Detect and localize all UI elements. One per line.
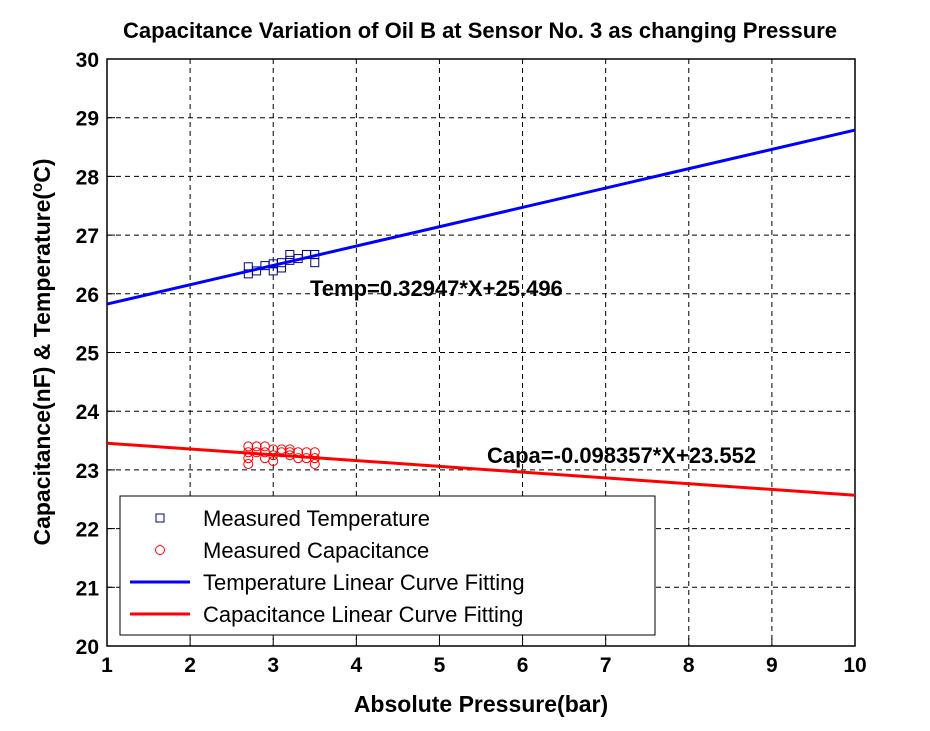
legend-swatch (155, 513, 165, 523)
y-tick-label: 27 (76, 225, 99, 248)
fit-line (106, 128, 856, 306)
y-tick-label: 29 (76, 108, 99, 131)
point (268, 456, 279, 467)
y-tick-label: 22 (76, 519, 99, 542)
x-tick-label: 5 (434, 654, 446, 677)
legend-label: Temperature Linear Curve Fitting (203, 570, 525, 595)
x-tick-label: 7 (600, 654, 612, 677)
plot-frame (106, 58, 856, 647)
y-tick-label: 25 (76, 343, 100, 366)
x-tick-label: 6 (517, 654, 529, 677)
y-tick-label: 24 (76, 401, 100, 424)
y-tick-label: 23 (76, 460, 99, 483)
point (310, 258, 320, 268)
y-tick-label: 20 (76, 636, 99, 659)
x-tick-label: 4 (350, 654, 362, 677)
y-tick-label: 21 (76, 577, 100, 600)
legend-label: Measured Temperature (203, 506, 430, 531)
x-tick-label: 8 (683, 654, 695, 677)
legend-label: Measured Capacitance (203, 538, 429, 563)
y-tick-label: 28 (76, 166, 100, 189)
fit-line (106, 441, 856, 497)
point (243, 459, 254, 470)
x-tick-label: 2 (184, 654, 196, 677)
chart-title: Capacitance Variation of Oil B at Sensor… (123, 18, 837, 43)
y-tick-label: 26 (76, 284, 99, 307)
y-label-sup: o (29, 183, 46, 192)
x-tick-label: 9 (766, 654, 778, 677)
y-label-end: C) (29, 158, 55, 182)
legend-swatch (155, 545, 165, 555)
point (309, 459, 320, 470)
x-tick-label: 3 (267, 654, 279, 677)
legend-box (119, 495, 656, 636)
x-axis-label: Absolute Pressure(bar) (354, 691, 608, 717)
annotation: Temp=0.32947*X+25.496 (310, 276, 563, 301)
y-label-main: Capacitance(nF) & Temperature( (29, 192, 55, 546)
y-axis-label: Capacitance(nF) & Temperature(oC) (29, 158, 56, 545)
y-tick-label: 30 (76, 49, 99, 72)
annotation: Capa=-0.098357*X+23.552 (487, 443, 756, 468)
point (251, 441, 262, 452)
point (243, 441, 254, 452)
legend-label: Capacitance Linear Curve Fitting (203, 602, 523, 627)
x-tick-label: 1 (101, 654, 113, 677)
x-tick-label: 10 (843, 654, 866, 677)
